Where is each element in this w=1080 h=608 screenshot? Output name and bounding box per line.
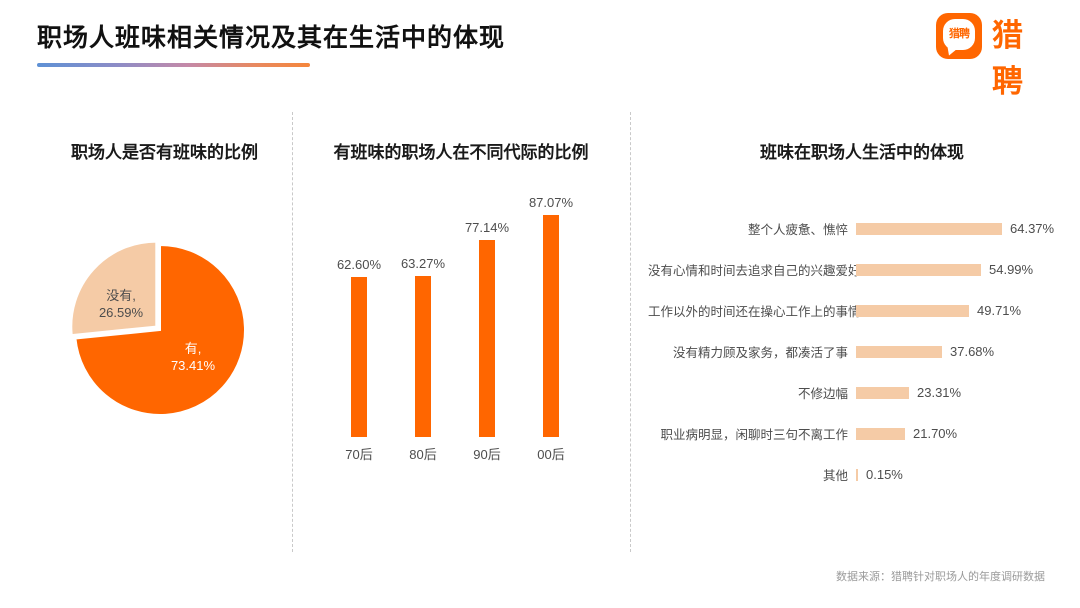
generation-bar-group: 63.27% xyxy=(394,256,452,437)
page-title: 职场人班味相关情况及其在生活中的体现 xyxy=(37,24,506,52)
bar-value-label: 63.27% xyxy=(400,256,446,271)
bar-70后 xyxy=(351,277,367,437)
hbar xyxy=(856,468,858,481)
life-impact-chart-title: 班味在职场人生活中的体现 xyxy=(760,143,964,162)
life-impact-row: 其他 0.15% xyxy=(648,454,1068,495)
liepin-logo-icon: 猎聘 xyxy=(936,13,982,59)
generation-bar-group: 77.14% xyxy=(458,220,516,437)
data-source-note: 数据来源：猎聘针对职场人的年度调研数据 xyxy=(836,571,1045,583)
row-label: 没有心情和时间去追求自己的兴趣爱好 xyxy=(648,264,861,278)
generation-chart-title: 有班味的职场人在不同代际的比例 xyxy=(333,143,589,162)
row-label: 工作以外的时间还在操心工作上的事情 xyxy=(648,305,861,319)
category-label: 90后 xyxy=(473,447,501,462)
category-label: 70后 xyxy=(345,447,373,462)
bar-00后 xyxy=(543,215,559,437)
row-label: 整个人疲惫、憔悴 xyxy=(747,223,848,237)
hbar xyxy=(856,263,981,276)
row-value-label: 23.31% xyxy=(917,385,962,400)
life-impact-row: 没有心情和时间去追求自己的兴趣爱好 54.99% xyxy=(648,249,1068,290)
pie-svg xyxy=(70,240,246,416)
life-impact-row: 职业病明显，闲聊时三句不离工作 21.70% xyxy=(648,413,1068,454)
row-value-label: 0.15% xyxy=(866,467,903,482)
generation-bar-chart: 62.60% 63.27% 77.14% 87.07% xyxy=(330,195,580,437)
pie-slice-没有 xyxy=(70,240,158,337)
pie-chart: 有, 73.41% 没有, 26.59% xyxy=(70,240,260,430)
hbar xyxy=(856,427,905,440)
generation-axis-labels: 70后 80后 90后 00后 xyxy=(330,444,580,463)
life-impact-bar-chart: 整个人疲惫、憔悴 64.37% 没有心情和时间去追求自己的兴趣爱好 54.99% 工作以… xyxy=(648,208,1068,495)
row-label: 职业病明显，闲聊时三句不离工作 xyxy=(660,428,848,442)
row-value-label: 49.71% xyxy=(977,303,1022,318)
title-underline-gradient xyxy=(37,63,310,67)
row-value-label: 21.70% xyxy=(913,426,958,441)
bar-90后 xyxy=(479,240,495,437)
row-label: 其他 xyxy=(822,469,848,483)
hbar xyxy=(856,345,942,358)
speech-bubble-icon: 猎聘 xyxy=(943,19,975,50)
pie-slice-label-有: 有, 73.41% xyxy=(170,341,216,373)
category-label: 80后 xyxy=(409,447,437,462)
bar-value-label: 87.07% xyxy=(528,195,574,210)
hbar xyxy=(856,222,1002,235)
pie-chart-title: 职场人是否有班味的比例 xyxy=(71,143,258,162)
generation-bar-group: 87.07% xyxy=(522,195,580,437)
row-label: 没有精力顾及家务，都凑活了事 xyxy=(672,346,848,360)
hbar xyxy=(856,304,969,317)
row-value-label: 64.37% xyxy=(1010,221,1055,236)
row-label: 不修边幅 xyxy=(797,387,848,401)
bar-80后 xyxy=(415,276,431,437)
life-impact-row: 整个人疲惫、憔悴 64.37% xyxy=(648,208,1068,249)
life-impact-row: 工作以外的时间还在操心工作上的事情 49.71% xyxy=(648,290,1068,331)
logo-bubble-text: 猎聘 xyxy=(949,28,970,40)
pie-slice-有 xyxy=(74,243,246,416)
section-divider xyxy=(630,112,631,552)
life-impact-row: 不修边幅 23.31% xyxy=(648,372,1068,413)
bar-value-label: 77.14% xyxy=(464,220,510,235)
logo-brand-text: 猎聘 xyxy=(992,18,1025,99)
life-impact-row: 没有精力顾及家务，都凑活了事 37.68% xyxy=(648,331,1068,372)
section-divider xyxy=(292,112,293,552)
hbar xyxy=(856,386,909,399)
bar-value-label: 62.60% xyxy=(336,257,382,272)
category-label: 00后 xyxy=(537,447,565,462)
generation-bar-group: 62.60% xyxy=(330,257,388,437)
liepin-logo: 猎聘 猎聘 xyxy=(936,13,1056,99)
pie-slice-label-没有: 没有, 26.59% xyxy=(98,288,144,320)
row-value-label: 54.99% xyxy=(989,262,1034,277)
row-value-label: 37.68% xyxy=(950,344,995,359)
